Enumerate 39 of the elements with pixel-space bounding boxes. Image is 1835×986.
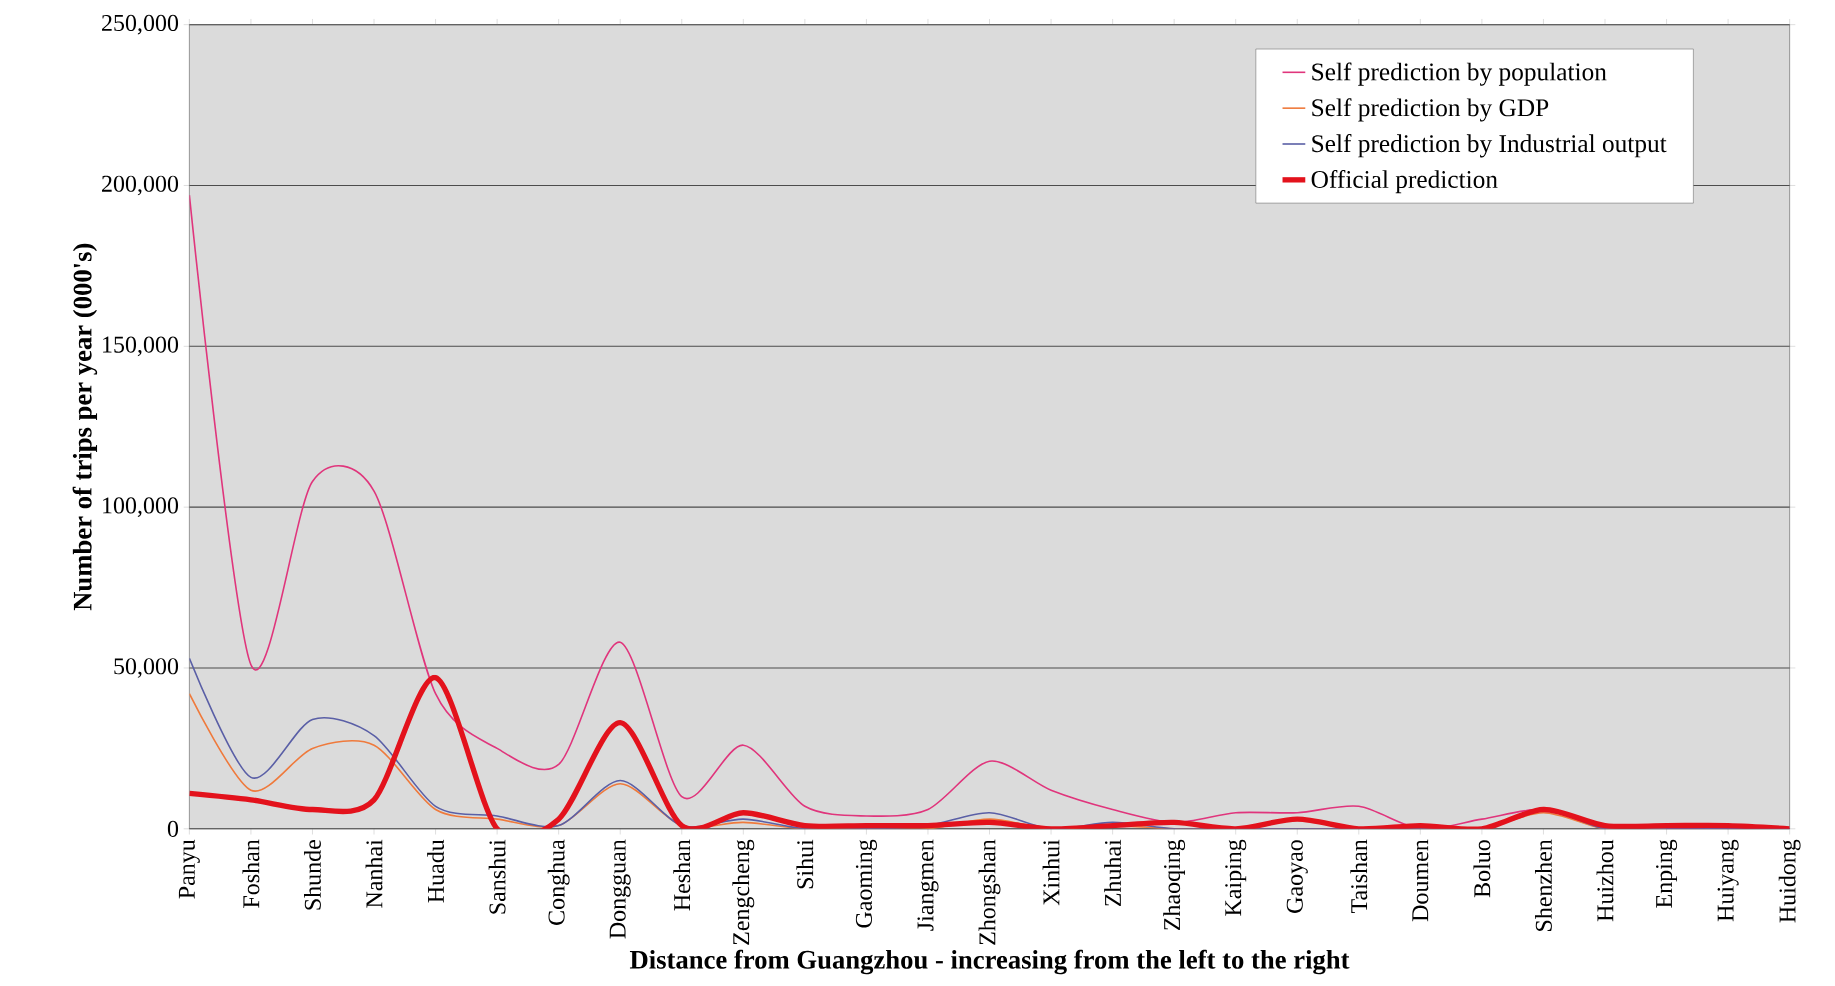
y-tick-label: 0	[167, 820, 179, 837]
y-tick-label: 150,000	[103, 336, 179, 357]
x-tick-label: Dongguan	[609, 839, 631, 939]
x-tick-label: Huidong	[1778, 839, 1801, 923]
x-tick-label: Nanhai	[365, 839, 383, 908]
x-tick-label: Conghua	[547, 839, 570, 925]
legend-label: Official prediction	[1311, 169, 1498, 194]
legend-label: Self prediction by Industrial output	[1312, 134, 1667, 158]
x-tick-label: Kaiping	[1225, 839, 1247, 916]
x-tick-label: Xinhui	[1042, 839, 1060, 906]
x-tick-label: Zengcheng	[732, 839, 755, 945]
x-tick-label: Gaoyao	[1286, 840, 1308, 913]
x-axis-title: Distance from Guangzhou - increasing from the left to the right	[629, 949, 1350, 975]
x-tick-label: Sihui	[796, 839, 814, 889]
x-tick-label: Shunde	[304, 839, 321, 910]
legend-label: Self prediction by population	[1312, 62, 1607, 86]
x-tick-label: Zhuhai	[1104, 839, 1122, 906]
x-tick-label: Huiyang	[1717, 839, 1739, 922]
x-tick-label: Doumen	[1412, 839, 1429, 922]
x-tick-label: Heshan	[673, 839, 691, 911]
x-tick-label: Jiangmen	[917, 839, 939, 931]
legend-label: Self prediction by GDP	[1312, 98, 1549, 122]
x-tick-label: Zhaoqing	[1163, 839, 1186, 930]
y-tick-label: 50,000	[114, 658, 179, 678]
x-tick-label: Panyu	[178, 839, 200, 899]
x-tick-label: Boluo	[1473, 840, 1491, 898]
x-tick-label: Foshan	[242, 839, 260, 908]
x-tick-label: Huizhou	[1596, 839, 1614, 922]
x-tick-label: Taishan	[1350, 839, 1368, 914]
x-tick-label: Enping	[1656, 839, 1678, 908]
x-tick-label: Huadu	[427, 839, 445, 903]
y-tick-label: 200,000	[102, 175, 179, 196]
x-tick-label: Zhongshan	[978, 839, 1001, 945]
x-tick-label: Sanshui	[488, 839, 506, 914]
y-tick-label: 250,000	[102, 14, 179, 35]
x-tick-label: Shenzhen	[1535, 839, 1552, 931]
y-axis-title: Number of trips per year (000's)	[72, 243, 98, 611]
y-tick-label: 100,000	[103, 497, 179, 517]
x-tick-label: Gaoming	[855, 839, 877, 928]
